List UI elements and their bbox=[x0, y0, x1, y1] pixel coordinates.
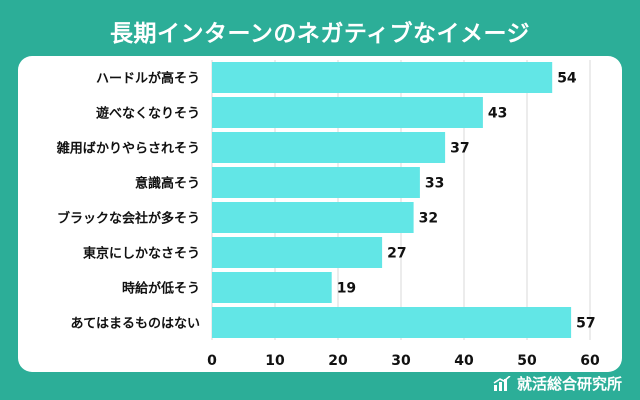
value-label: 54 bbox=[557, 71, 577, 87]
bar bbox=[212, 132, 446, 163]
category-label: ハードルが高そう bbox=[96, 71, 200, 87]
x-tick-label: 0 bbox=[207, 353, 217, 369]
value-label: 32 bbox=[419, 211, 438, 227]
bar bbox=[212, 237, 383, 268]
x-tick-label: 60 bbox=[580, 353, 600, 369]
value-label: 27 bbox=[387, 246, 406, 262]
x-tick-label: 50 bbox=[517, 353, 537, 369]
category-label: 東京にしかなさそう bbox=[83, 246, 200, 262]
value-label: 43 bbox=[488, 106, 507, 122]
x-tick-label: 20 bbox=[328, 353, 348, 369]
bar bbox=[212, 272, 332, 303]
bar bbox=[212, 307, 572, 338]
x-tick-label: 10 bbox=[265, 353, 285, 369]
value-label: 57 bbox=[576, 316, 595, 332]
x-tick-label: 40 bbox=[454, 353, 474, 369]
bar bbox=[212, 62, 553, 93]
value-label: 19 bbox=[337, 281, 356, 297]
chart-title: 長期インターンのネガティブなイメージ bbox=[109, 21, 530, 47]
value-label: 37 bbox=[450, 141, 469, 157]
bar bbox=[212, 167, 420, 198]
category-label: 意識高そう bbox=[135, 176, 200, 192]
bar-chart: 0 10 20 30 40 50 60 ハードルが高そう 54 遊べなくなりそう 43 雑用ばかりやら… bbox=[56, 60, 600, 369]
value-label: 33 bbox=[425, 176, 444, 192]
category-label: 遊べなくなりそう bbox=[96, 106, 200, 122]
footer-brand: 就活総合研究所 bbox=[493, 373, 622, 394]
category-label: 雑用ばかりやらされそう bbox=[56, 141, 200, 157]
bar-chart-logo-icon bbox=[493, 375, 511, 391]
bar bbox=[212, 202, 414, 233]
brand-name: 就活総合研究所 bbox=[516, 375, 622, 393]
bar bbox=[212, 97, 483, 128]
category-label: 時給が低そう bbox=[122, 281, 200, 297]
x-tick-label: 30 bbox=[391, 353, 411, 369]
category-label: あてはまるものはない bbox=[71, 317, 200, 332]
category-label: ブラックな会社が多そう bbox=[57, 211, 200, 227]
chart-card: 0 10 20 30 40 50 60 ハードルが高そう 54 遊べなくなりそう 43 雑用ばかりやら… bbox=[18, 56, 622, 372]
